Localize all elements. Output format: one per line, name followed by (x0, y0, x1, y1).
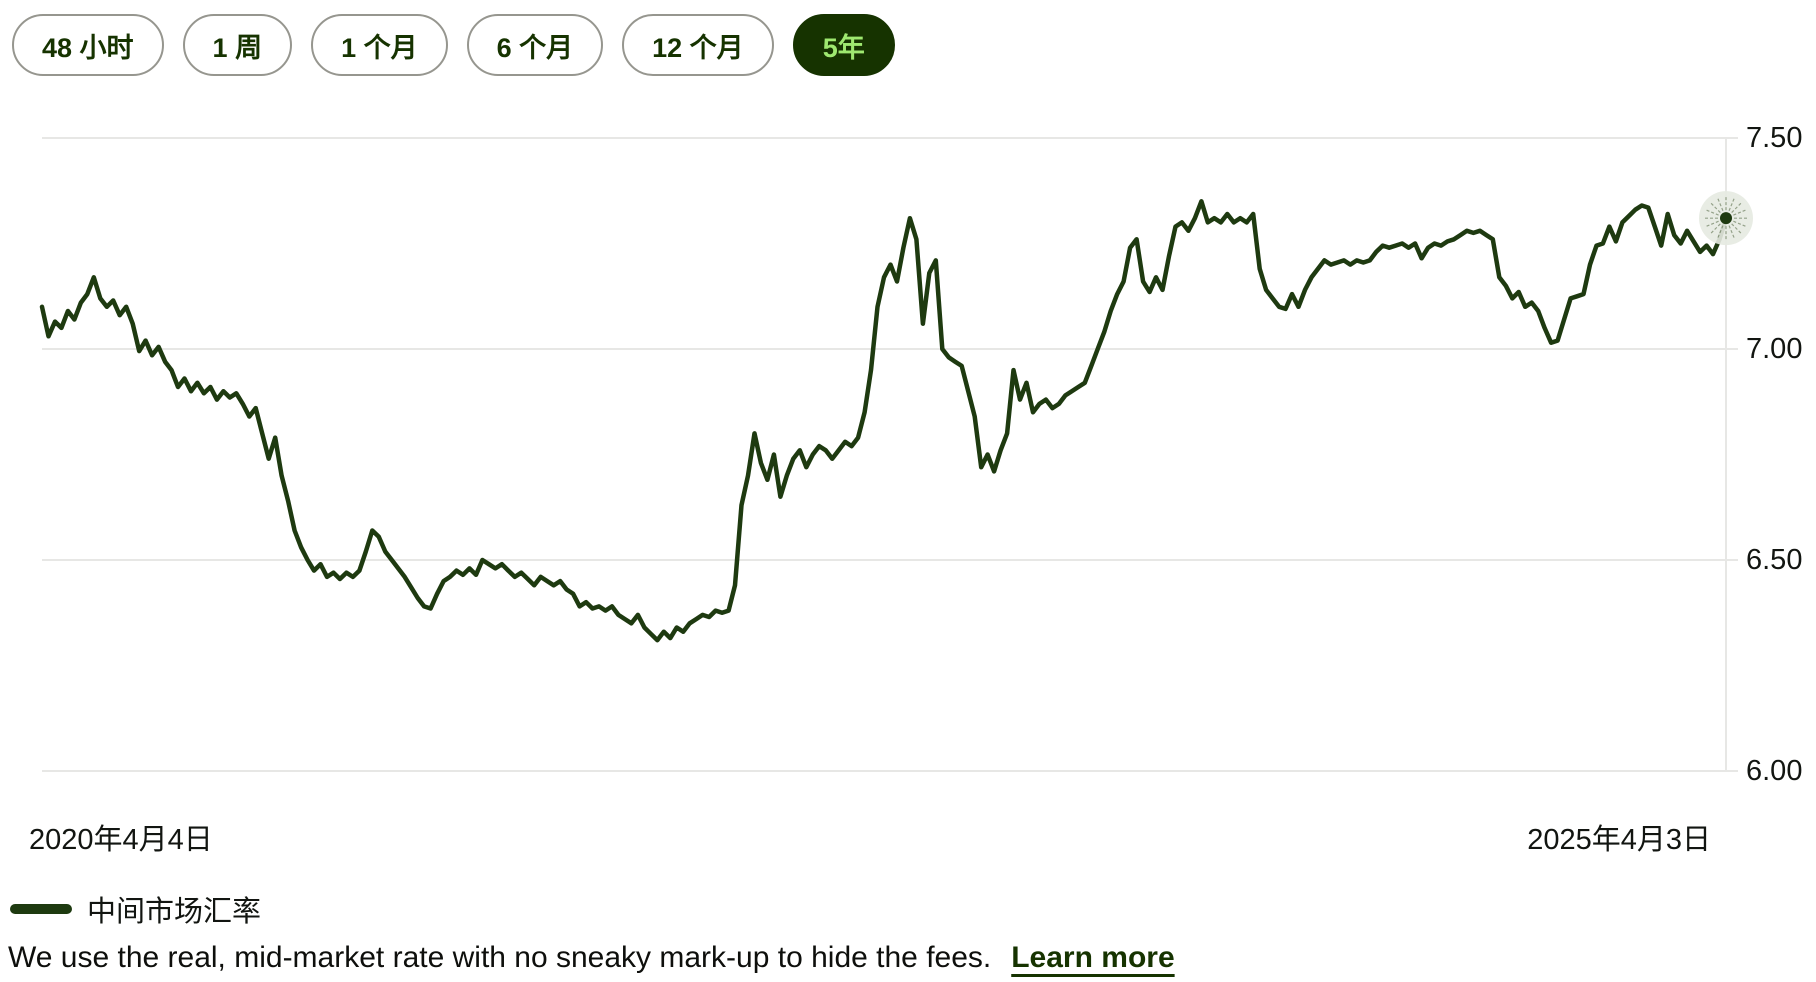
endpoint-dot (1720, 212, 1732, 225)
y-axis-tick-label: 7.50 (1746, 122, 1803, 154)
endpoint-ray (1710, 202, 1721, 213)
disclaimer-text: We use the real, mid-market rate with no… (8, 941, 992, 974)
x-axis-end-date: 2025年4月3日 (1527, 824, 1711, 856)
chart-legend: 中间市场汇率 (10, 888, 261, 930)
legend-label: 中间市场汇率 (87, 896, 262, 928)
endpoint-ray (1731, 223, 1742, 235)
x-axis-start-date: 2020年4月4日 (29, 824, 213, 856)
endpoint-ray (1717, 197, 1724, 212)
endpoint-ray (1728, 225, 1735, 239)
rate-line-chart-canvas[interactable] (0, 100, 1816, 800)
y-axis-tick-label: 6.00 (1746, 755, 1803, 787)
endpoint-ray (1717, 225, 1724, 239)
rate-line-series[interactable] (39, 199, 1729, 643)
y-axis-tick-label: 7.00 (1746, 333, 1803, 365)
learn-more-link[interactable]: Learn more (1011, 941, 1175, 974)
time-range-button-3[interactable]: 1 个月 (311, 14, 448, 76)
endpoint-ray (1705, 209, 1719, 216)
time-range-button-1[interactable]: 48 小时 (12, 14, 164, 76)
endpoint-ray (1733, 220, 1747, 228)
legend-line-swatch (10, 904, 72, 914)
endpoint-ray (1733, 209, 1747, 216)
endpoint-ray (1705, 220, 1719, 228)
time-range-button-5[interactable]: 12 个月 (622, 14, 774, 76)
time-range-button-4[interactable]: 6 个月 (466, 14, 604, 76)
x-axis-labels: 2020年4月4日 2025年4月3日 (29, 816, 1711, 858)
time-range-button-2[interactable]: 1 周 (182, 14, 293, 76)
time-range-selector: 48 小时 1 周 1 个月 6 个月 12 个月 5年 (12, 14, 895, 76)
y-axis-tick-label: 6.50 (1746, 544, 1803, 576)
rate-disclaimer: We use the real, mid-market rate with no… (8, 941, 1175, 975)
endpoint-ray (1731, 202, 1742, 213)
rate-chart[interactable]: 7.50 7.00 6.50 6.00 (0, 100, 1816, 800)
endpoint-ray (1710, 223, 1721, 235)
time-range-button-6[interactable]: 5年 (792, 14, 895, 76)
endpoint-ray (1728, 197, 1735, 212)
